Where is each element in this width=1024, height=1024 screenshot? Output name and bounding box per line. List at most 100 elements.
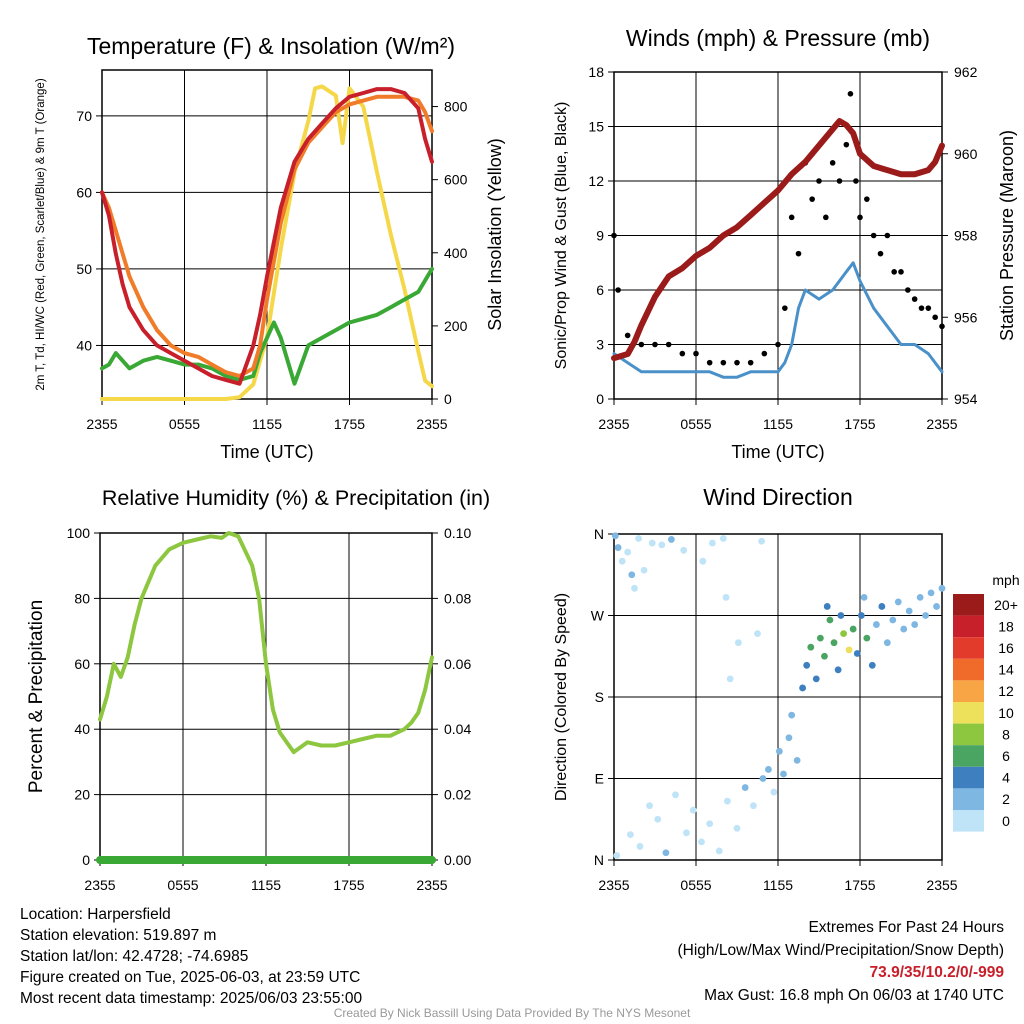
gust-point — [843, 141, 850, 148]
recent-data-text: Most recent data timestamp: 2025/06/03 2… — [20, 990, 363, 1007]
direction-point — [613, 852, 621, 859]
direction-point — [624, 548, 632, 556]
x-tick-label: 2355 — [598, 416, 629, 432]
gust-point — [624, 332, 631, 339]
colorbar-title: mph — [992, 572, 1019, 588]
colorbar-label: 16 — [998, 640, 1014, 656]
x-tick-label: 0555 — [680, 416, 711, 432]
direction-point — [927, 589, 935, 597]
y-tick-label: S — [595, 689, 604, 705]
x-tick-label: 1155 — [251, 877, 281, 893]
colorbar-label: 14 — [998, 662, 1014, 678]
gust-point — [638, 341, 645, 348]
direction-point — [812, 675, 820, 683]
chart-title: Winds (mph) & Pressure (mb) — [626, 25, 930, 51]
colorbar-swatch — [953, 702, 984, 724]
y-tick-label: E — [595, 771, 604, 787]
direction-point — [683, 829, 690, 837]
gust-point — [788, 214, 795, 221]
x-tick-label: 1155 — [252, 416, 282, 432]
direction-point — [845, 646, 853, 654]
y-tick-label: 6 — [596, 282, 604, 298]
gust-point — [823, 214, 829, 221]
direction-point — [878, 603, 886, 610]
gust-point — [816, 178, 822, 184]
x-axis-label: Time (UTC) — [220, 442, 313, 462]
gust-point — [939, 323, 945, 330]
direction-point — [922, 612, 929, 619]
colorbar-swatch — [953, 723, 984, 746]
direction-point — [709, 539, 716, 547]
x-tick-label: 1755 — [844, 877, 875, 893]
direction-point — [868, 661, 876, 669]
plot-frame — [613, 533, 943, 861]
direction-point — [658, 541, 666, 549]
direction-point — [706, 820, 714, 828]
direction-point — [840, 630, 847, 638]
direction-point — [900, 625, 908, 633]
series-line-solar-insolation — [100, 84, 434, 401]
direction-point — [837, 612, 845, 619]
extremes-title: Extremes For Past 24 Hours — [808, 919, 1004, 936]
y-tick-label: 50 — [76, 261, 92, 277]
x-axis-label: Time (UTC) — [731, 442, 824, 462]
direction-point — [726, 675, 734, 683]
direction-point — [860, 593, 868, 601]
plot-frame — [101, 69, 433, 400]
gust-point — [782, 305, 788, 311]
extremes-info: Extremes For Past 24 Hours (High/Low/Max… — [678, 917, 1005, 1007]
colorbar-swatch — [953, 810, 984, 832]
gust-point — [870, 232, 877, 239]
x-tick-label: 1155 — [763, 877, 793, 893]
gust-point — [877, 250, 884, 257]
direction-point — [698, 838, 705, 846]
x-tick-label: 0555 — [167, 877, 198, 893]
y2-tick-label: 0.10 — [444, 525, 471, 541]
series-line-9m-t — [100, 94, 434, 378]
gust-point — [611, 232, 617, 239]
direction-point — [631, 584, 638, 592]
direction-point — [648, 539, 656, 547]
y-tick-label: 12 — [588, 173, 604, 189]
direction-point — [672, 791, 679, 799]
gust-point — [693, 350, 699, 357]
chart-title: Wind Direction — [703, 484, 853, 510]
x-tick-label: 2355 — [416, 416, 447, 432]
y2-tick-label: 956 — [954, 309, 978, 325]
gust-point — [761, 350, 768, 357]
direction-point — [680, 546, 688, 554]
max-gust-text: Max Gust: 16.8 mph On 06/03 at 1740 UTC — [704, 986, 1004, 1004]
direction-point — [722, 593, 730, 601]
direction-point — [853, 650, 861, 657]
series-line-pressure — [611, 118, 945, 362]
y2-tick-label: 954 — [954, 391, 978, 407]
x-tick-label: 2355 — [84, 877, 115, 893]
direction-point — [826, 616, 834, 624]
colorbar-label: 12 — [998, 683, 1014, 699]
x-tick-label: 2355 — [598, 877, 629, 893]
y-tick-label: 60 — [74, 656, 90, 672]
direction-point — [699, 557, 707, 565]
direction-point — [803, 661, 811, 669]
extremes-subtitle: (High/Low/Max Wind/Precipitation/Snow De… — [677, 941, 1005, 959]
series-line-td — [100, 266, 434, 386]
y-tick-label: 18 — [588, 64, 604, 80]
y2-tick-label: 0 — [444, 391, 452, 407]
direction-point — [628, 571, 636, 579]
y-tick-label: 15 — [588, 119, 604, 135]
y2-tick-label: 800 — [444, 99, 468, 115]
direction-point — [611, 532, 619, 540]
panel-4 — [608, 532, 946, 866]
y2-tick-label: 958 — [954, 228, 978, 244]
direction-point — [799, 684, 806, 692]
colorbar-swatch — [953, 680, 984, 702]
direction-point — [724, 797, 731, 805]
gust-point — [891, 269, 897, 275]
y-tick-label: 70 — [76, 108, 92, 124]
y2-axis-label: Solar Insolation (Yellow) — [485, 138, 505, 330]
y-tick-label: 40 — [74, 721, 90, 737]
location-text: Location: Harpersfield — [20, 906, 171, 923]
direction-point — [741, 784, 749, 791]
series-line-wind — [612, 261, 944, 379]
colorbar-swatch — [953, 766, 984, 789]
